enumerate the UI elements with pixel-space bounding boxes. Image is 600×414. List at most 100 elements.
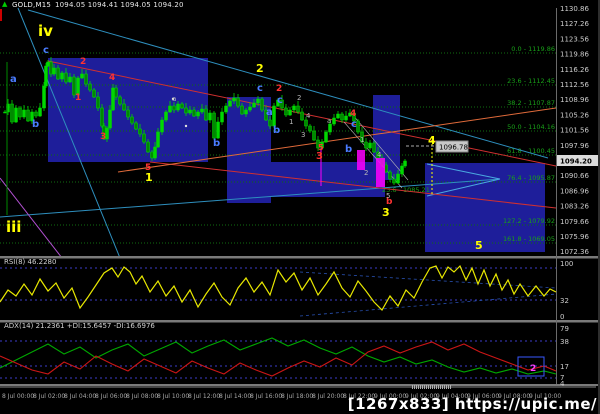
trend-line (426, 178, 501, 197)
candle (130, 116, 134, 124)
candle (400, 165, 404, 175)
time-label: 8 Jul 20:00 (312, 393, 344, 400)
time-label: 9 Jul 08:00 (498, 393, 530, 400)
candle (372, 142, 376, 153)
adx-label: ADX(14) 21.2361 +DI:15.6457 -DI:16.6976 (4, 322, 155, 330)
wave-label: 1 (75, 93, 81, 103)
wave-label: 2 (256, 62, 264, 75)
current-price-box (557, 155, 599, 166)
candle (396, 173, 400, 184)
candle (80, 73, 84, 79)
fib-label: 0.0 - 1119.86 (511, 45, 555, 53)
wave-label: c (277, 95, 283, 106)
candle (332, 117, 336, 125)
wave-label: c (43, 45, 49, 56)
candle (126, 109, 130, 118)
candle (352, 112, 356, 122)
candle (92, 89, 96, 98)
candle (49, 61, 53, 75)
trend-line (149, 161, 557, 209)
wave-label: 4 (306, 112, 311, 120)
candle (276, 99, 280, 107)
candle (328, 123, 332, 133)
ohlc-values: 1094.05 1094.41 1094.05 1094.20 (55, 1, 184, 9)
candle (248, 106, 252, 111)
wave-label: b (386, 197, 393, 207)
fib-label: 127.2 - 1079.92 (503, 217, 555, 225)
wave-label: 2 (297, 94, 301, 102)
wave-label: 4 (428, 134, 436, 147)
candle (252, 102, 256, 108)
candle (364, 141, 368, 149)
candle (142, 133, 146, 143)
candle (188, 109, 192, 114)
wave-label: c (257, 83, 263, 94)
candle (14, 107, 18, 123)
candle (220, 111, 224, 123)
fib-label: 50.0 - 1104.16 (507, 123, 555, 131)
window-edge (598, 0, 600, 414)
wave-label: 2 (276, 84, 282, 94)
wave-label: a (172, 95, 176, 103)
candle (68, 76, 72, 83)
time-label: 9 Jul 02:00 (405, 393, 437, 400)
adx-plus-di-line (0, 337, 557, 375)
candle (300, 111, 304, 121)
fib-label: 23.6 - 1085.21 (382, 186, 430, 194)
wave-label: 5 (318, 143, 324, 152)
candle (216, 121, 220, 139)
price-axis-label: 1123.56 (560, 35, 589, 43)
candle (272, 105, 276, 127)
anchor-dot (171, 97, 175, 101)
wave-label: 2 (364, 169, 368, 177)
wave-label: 3 (316, 151, 323, 162)
wave-label: 4 (377, 151, 382, 159)
trend-line (426, 163, 501, 180)
fib-label: 38.2 - 1107.87 (507, 99, 555, 107)
candle (168, 105, 172, 113)
candle (64, 72, 68, 83)
candle (76, 77, 80, 96)
candle (72, 76, 76, 96)
candle (348, 112, 352, 117)
candle (320, 141, 324, 149)
candle (60, 72, 64, 80)
fib-label: 23.6 - 1112.45 (507, 77, 555, 85)
candle (22, 109, 26, 118)
price-axis-label: 1116.26 (560, 66, 589, 74)
wave-label: 1 (360, 136, 364, 144)
rsi-axis-label: 100 (560, 260, 573, 268)
candle (84, 73, 88, 85)
candle (296, 105, 300, 113)
adx-axis-label: 4 (560, 380, 565, 388)
candle (180, 103, 184, 109)
candle (10, 103, 14, 123)
candle (324, 131, 328, 143)
candle (224, 105, 228, 113)
candle (164, 111, 168, 121)
wave-label: a (327, 117, 331, 125)
candle (34, 111, 38, 117)
rsi-label: RSI(8) 46.2280 (4, 258, 57, 266)
highlight-box (425, 163, 545, 252)
candle (284, 107, 288, 116)
time-label: 8 Jul 10:00 (157, 393, 189, 400)
callout-box (435, 140, 469, 153)
candle (292, 105, 296, 111)
candle (38, 107, 42, 117)
time-label: 8 Jul 14:00 (219, 393, 251, 400)
trend-line (0, 177, 63, 259)
candle (356, 120, 360, 133)
trend-line (351, 113, 409, 181)
time-label: 8 Jul 12:00 (188, 393, 220, 400)
time-label: 9 Jul 10:00 (529, 393, 561, 400)
candle (208, 112, 212, 121)
time-label: 8 Jul 18:00 (281, 393, 313, 400)
price-axis-label: 1112.56 (560, 81, 589, 89)
price-axis-label: 1079.66 (560, 218, 589, 226)
wave-label: b (213, 138, 220, 149)
symbol-timeframe: GOLD,M15 (12, 1, 51, 9)
candle (146, 141, 150, 153)
wave-label: 2 (80, 57, 86, 67)
